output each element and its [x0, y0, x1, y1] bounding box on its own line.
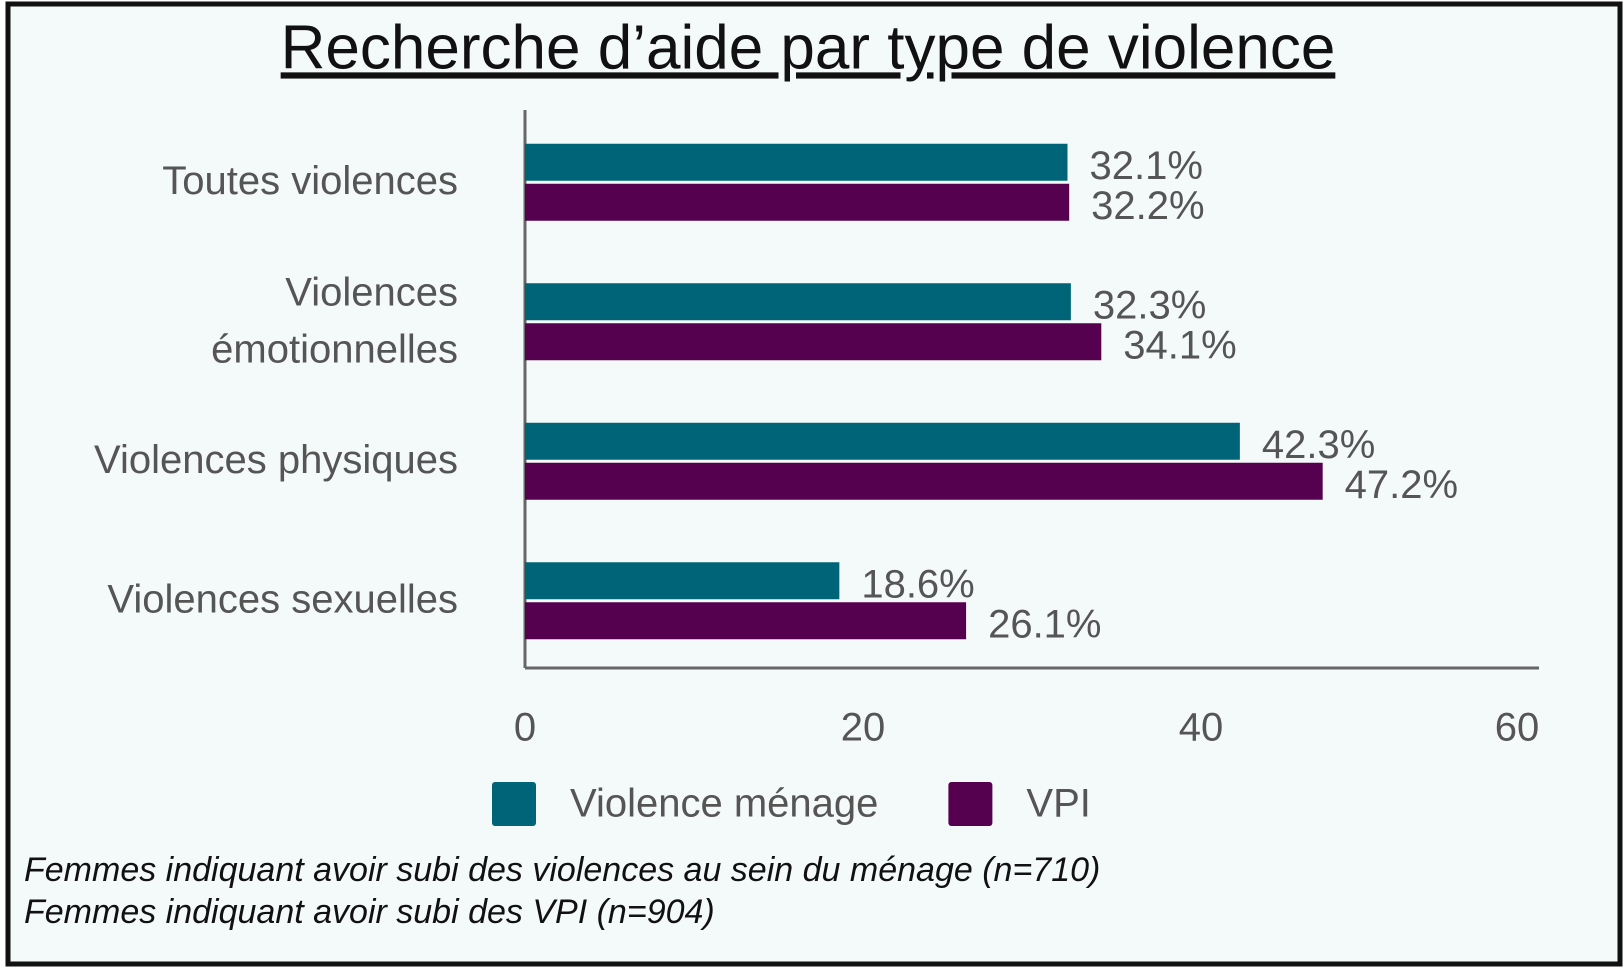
- value-label: 32.2%: [1091, 184, 1204, 228]
- value-label: 47.2%: [1345, 463, 1458, 507]
- chart-title: Recherche d’aide par type de violence: [281, 13, 1336, 82]
- x-tick-label: 60: [1495, 706, 1540, 750]
- footnote: Femmes indiquant avoir subi des VPI (n=9…: [24, 893, 715, 931]
- legend-label: Violence ménage: [570, 782, 878, 826]
- value-label: 32.3%: [1093, 283, 1206, 327]
- y-tick-label: Toutes violences: [162, 158, 458, 202]
- value-label: 26.1%: [988, 602, 1101, 646]
- y-tick-line: Violences sexuelles: [107, 577, 458, 621]
- legend-label: VPI: [1026, 782, 1090, 826]
- x-tick-label: 20: [841, 706, 886, 750]
- y-tick-label: Violences émotionnelles: [211, 270, 458, 371]
- x-tick-label: 0: [514, 706, 536, 750]
- y-tick-line: Violences: [285, 270, 458, 314]
- bar: [525, 283, 1071, 321]
- y-tick-line: émotionnelles: [211, 327, 458, 371]
- footnote: Femmes indiquant avoir subi des violence…: [24, 851, 1100, 889]
- bar: [525, 143, 1068, 181]
- bar: [525, 562, 840, 600]
- x-tick-label: 40: [1179, 706, 1224, 750]
- y-tick-label: Violences sexuelles: [107, 577, 458, 621]
- value-label: 32.1%: [1089, 144, 1202, 188]
- legend-swatch: [492, 782, 536, 826]
- bar: [525, 602, 967, 640]
- bar: [525, 462, 1323, 500]
- bar: [525, 323, 1102, 361]
- value-label: 34.1%: [1123, 323, 1236, 367]
- y-tick-line: Toutes violences: [162, 158, 458, 202]
- legend-swatch: [948, 782, 993, 826]
- y-tick-label: Violences physiques: [94, 437, 458, 481]
- value-label: 18.6%: [861, 562, 974, 606]
- value-label: 42.3%: [1262, 423, 1375, 467]
- y-tick-line: Violences physiques: [94, 437, 458, 481]
- bar: [525, 183, 1070, 221]
- bar: [525, 422, 1240, 460]
